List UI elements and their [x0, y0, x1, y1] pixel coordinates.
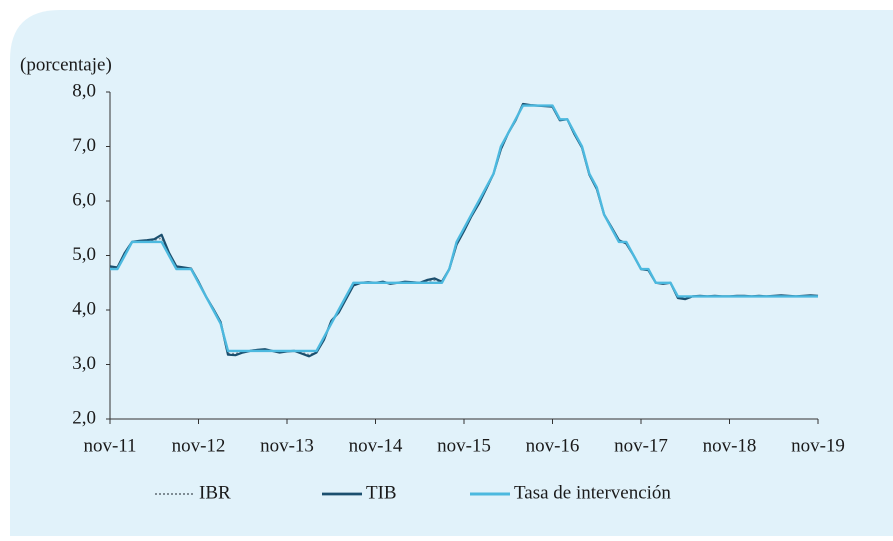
x-tick-label: nov-14: [349, 435, 403, 456]
panel: [10, 10, 893, 536]
y-tick-label: 5,0: [72, 244, 96, 265]
y-tick-label: 2,0: [72, 407, 96, 428]
y-tick-label: 8,0: [72, 80, 96, 101]
y-tick-label: 4,0: [72, 298, 96, 319]
x-tick-label: nov-16: [526, 435, 580, 456]
y-tick-label: 7,0: [72, 135, 96, 156]
x-tick-label: nov-12: [172, 435, 226, 456]
x-tick-label: nov-18: [703, 435, 757, 456]
series-line: [110, 104, 818, 353]
y-tick-label: 3,0: [72, 353, 96, 374]
x-tick-label: nov-19: [791, 435, 845, 456]
y-axis-label: (porcentaje): [20, 54, 112, 75]
legend-label: Tasa de intervención: [514, 482, 671, 503]
x-tick-label: nov-11: [83, 435, 136, 456]
x-tick-label: nov-17: [614, 435, 668, 456]
x-tick-label: nov-15: [437, 435, 491, 456]
legend-label: TIB: [366, 482, 397, 503]
legend-label: IBR: [199, 482, 231, 503]
x-tick-label: nov-13: [260, 435, 314, 456]
y-tick-label: 6,0: [72, 189, 96, 210]
